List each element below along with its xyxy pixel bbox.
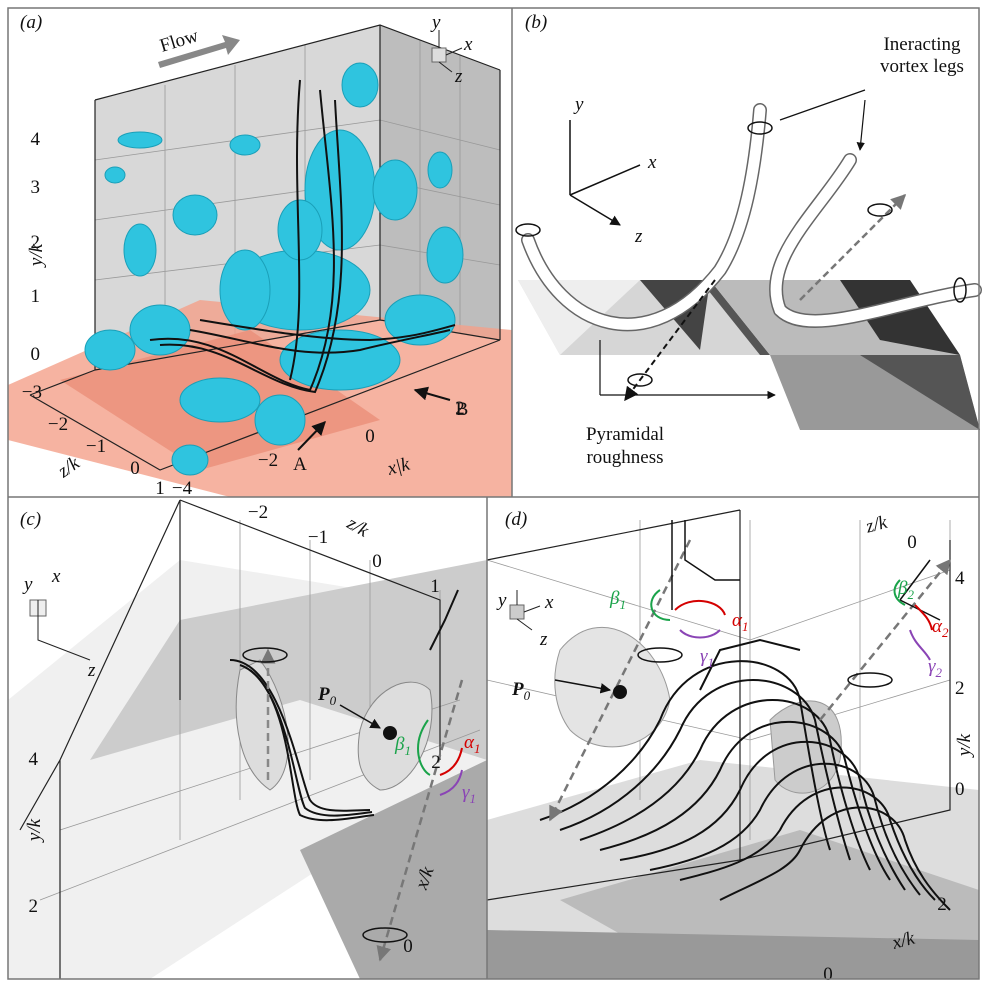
symbol: P [511,679,524,700]
tick-label: −2 [248,502,268,523]
subscript: 2 [942,625,949,640]
tick-label: 0 [955,779,965,800]
leader [780,90,865,150]
axis-y: y [496,590,507,611]
symbol: β [394,734,405,755]
symbol: β [609,588,620,609]
tick-label: 0 [372,551,382,572]
panel-b: (b) y x z Ineracting vortex legs Pyramid… [516,12,980,468]
subscript: 1 [708,655,715,670]
tick-label: 0 [130,458,140,479]
subscript: 1 [470,791,477,806]
axis-z: z [634,226,643,247]
axis-z: z [454,66,463,87]
axis-title: z/k [342,512,372,542]
axis-y: y [22,574,33,595]
panel-label: (a) [20,12,42,33]
tick-label: 0 [823,964,833,985]
panel-label: (b) [525,12,547,33]
point-marker [613,685,627,699]
angle-label: β1 [609,588,626,612]
tick-label: 0 [365,426,375,447]
axis-title: y/k [954,733,975,758]
axis-title: y/k [26,243,47,268]
axis-x: x [463,34,473,55]
axis-x: x [647,152,657,173]
annotation: vortex legs [880,56,964,77]
subscript: 1 [619,597,626,612]
axis-y: y [430,12,441,33]
angle-label: β2 [897,578,914,602]
subscript: 0 [330,693,337,708]
axis-z: z [87,660,96,681]
angle-label: γ1 [700,646,714,670]
subscript: 2 [936,665,943,680]
symbol: P [317,684,330,705]
angle-label: γ2 [928,656,943,680]
marker-label: A [293,454,307,475]
panel-c: (c) y x z −2 −1 0 1 z/k 4 2 y/k 2 0 x/k … [8,500,487,979]
tick-label: 3 [31,177,41,198]
tick-label: 0 [907,532,917,553]
subscript: 1 [474,741,481,756]
tick-label: 1 [430,576,440,597]
tick-label: −4 [172,478,193,499]
angle-label: α1 [732,610,748,634]
figure: (a) Flow y x z 4 3 2 1 0 y/k −3 −2 −1 0 … [0,0,987,986]
annotation: roughness [586,447,663,468]
tick-label: 4 [29,749,39,770]
tick-label: −2 [258,450,278,471]
symbol: β [897,578,908,599]
tick-label: 1 [31,286,41,307]
marker-label: B [456,399,469,420]
subscript: 1 [742,619,749,634]
tick-label: 0 [403,936,413,957]
angle-label: α2 [932,616,949,640]
panel-label: (d) [505,509,527,530]
axis-title: z/k [863,512,890,538]
tick-label: 1 [155,478,165,499]
subscript: 0 [524,688,531,703]
axis-x: x [51,566,61,587]
axis-x: x [544,592,554,613]
tick-label: 2 [431,752,441,773]
point-label: P0 [511,679,531,703]
tick-label: 4 [955,568,965,589]
annotation: Pyramidal [586,424,664,445]
orientation-triad: y x z [496,590,554,650]
triad [570,120,640,225]
tick-label: −1 [86,436,106,457]
tick-label: 0 [31,344,41,365]
tick-label: −2 [48,414,68,435]
tick-label: −3 [22,382,42,403]
axis-title: y/k [24,818,45,843]
panel-a: (a) Flow y x z 4 3 2 1 0 y/k −3 −2 −1 0 … [8,12,512,499]
vortex-surface [555,627,670,747]
tick-label: 2 [937,894,947,915]
panel-label: (c) [20,509,41,530]
tick-label: 2 [29,896,39,917]
subscript: 1 [404,743,411,758]
tick-label: −1 [308,527,328,548]
annotation: Ineracting [883,34,961,55]
axis-z: z [539,629,548,650]
axis-y: y [573,94,584,115]
axis-arrow [820,560,950,720]
tick-label: 2 [955,678,965,699]
panel-d: (d) y x z z/k 0 4 2 0 y/k 2 0 x/k β1 α1 … [487,509,979,985]
subscript: 2 [907,587,914,602]
tick-label: 4 [31,129,41,150]
